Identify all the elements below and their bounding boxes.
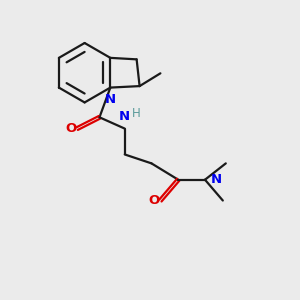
Text: N: N [119,110,130,123]
Text: O: O [148,194,160,207]
Text: H: H [132,107,141,120]
Text: N: N [210,173,221,186]
Text: N: N [105,93,116,106]
Text: O: O [65,122,76,135]
